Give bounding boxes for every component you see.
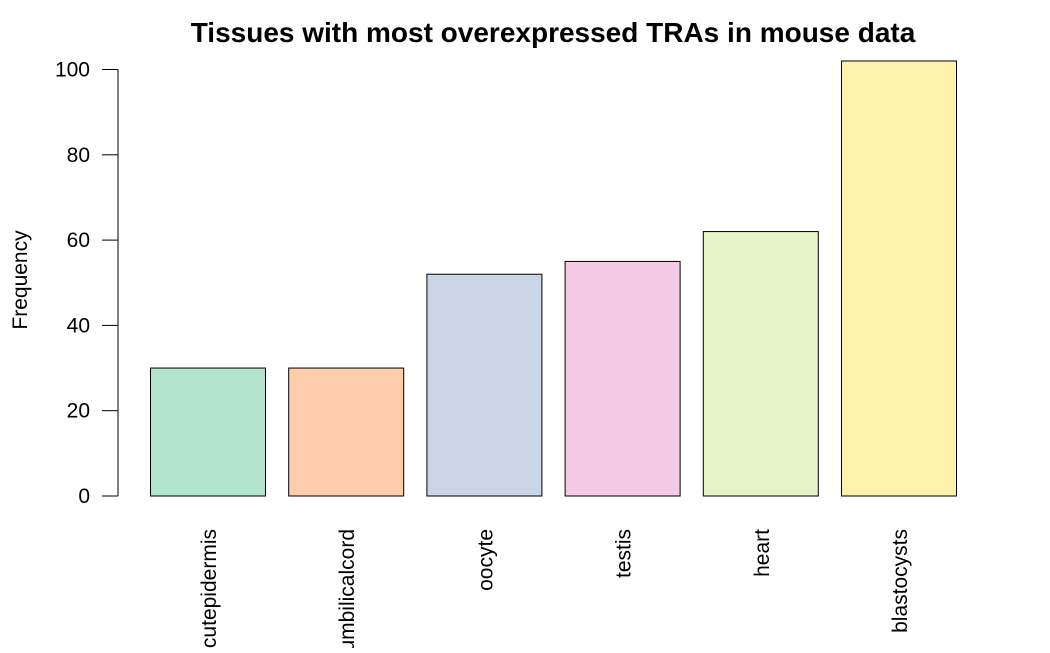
bar-heart: [702, 231, 819, 497]
category-labels-group: cutepidermis umbilicalcord oocyte testis hea…: [198, 529, 912, 652]
category-label-cutepidermis: cutepidermis: [198, 529, 221, 648]
y-axis: 0 20 40 60 80 100: [55, 59, 119, 508]
y-axis-label: Frequency: [9, 230, 32, 330]
bar-cutepidermis: [150, 367, 266, 497]
chart-title: Tissues with most overexpressed TRAs in …: [191, 17, 916, 48]
y-tick-label: 0: [78, 485, 90, 508]
bar-testis: [564, 260, 681, 497]
y-tick-label: 60: [67, 229, 90, 252]
category-label-testis: testis: [613, 529, 636, 578]
y-tick-label: 100: [55, 59, 90, 82]
bar-oocyte: [426, 273, 543, 497]
category-label-heart: heart: [751, 529, 774, 577]
y-tick-label: 20: [67, 400, 90, 423]
category-label-oocyte: oocyte: [474, 529, 497, 591]
bar-blastocysts: [841, 60, 957, 497]
y-tick-label: 80: [67, 144, 90, 167]
category-label-umbilicalcord: umbilicalcord: [336, 529, 359, 648]
y-tick-label: 40: [67, 314, 90, 337]
category-label-blastocysts: blastocysts: [889, 529, 912, 633]
bar-umbilicalcord: [288, 367, 405, 497]
bars-group: [150, 60, 957, 497]
